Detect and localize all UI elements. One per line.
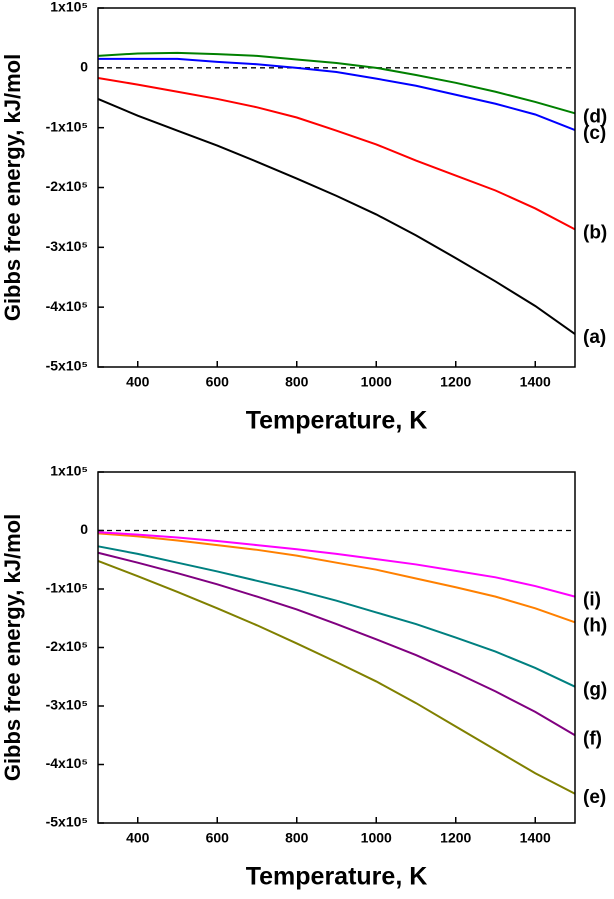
series-line <box>97 51 576 115</box>
x-tick-label: 1200 <box>440 830 471 846</box>
x-tick-label: 1400 <box>520 830 551 846</box>
y-tick-label: -1x10⁵ <box>46 118 88 134</box>
x-tick-label: 600 <box>206 830 230 846</box>
series-line <box>97 559 576 795</box>
series-line <box>97 551 576 737</box>
x-tick-label: 1200 <box>440 374 471 390</box>
y-axis-title: Gibbs free energy, kJ/mol <box>0 54 25 321</box>
y-tick-label: -5x10⁵ <box>46 358 88 374</box>
y-tick-label: 0 <box>80 521 88 537</box>
series-line <box>98 57 576 131</box>
y-tick-label: -4x10⁵ <box>46 755 88 771</box>
plot-frame <box>97 7 576 368</box>
x-tick-label: 400 <box>126 830 150 846</box>
y-tick-label: -3x10⁵ <box>46 238 88 254</box>
series-line <box>97 98 576 335</box>
y-tick-label: -2x10⁵ <box>46 178 88 194</box>
x-tick-label: 600 <box>206 374 230 390</box>
y-tick-label: -1x10⁵ <box>46 580 88 596</box>
y-tick-label: 0 <box>80 59 88 75</box>
x-axis-title: Temperature, K <box>246 407 428 435</box>
series-label: (g) <box>583 680 607 701</box>
series-label: (h) <box>583 615 607 636</box>
series-line <box>97 545 576 688</box>
series-line <box>97 77 576 231</box>
series-label: (i) <box>583 590 601 611</box>
x-tick-label: 1000 <box>361 830 392 846</box>
y-tick-label: -3x10⁵ <box>46 697 88 713</box>
series-label: (a) <box>583 327 606 348</box>
series-line <box>97 532 576 624</box>
series-label: (c) <box>583 123 606 144</box>
x-tick-label: 1000 <box>361 374 392 390</box>
y-tick-label: 1x10⁵ <box>50 463 88 479</box>
series-label: (f) <box>583 728 602 749</box>
x-tick-label: 800 <box>285 374 309 390</box>
x-tick-label: 400 <box>126 374 150 390</box>
y-tick-label: -2x10⁵ <box>46 638 88 654</box>
series-label: (d) <box>583 106 607 127</box>
series-label: (b) <box>583 222 607 243</box>
series-line <box>97 531 576 598</box>
y-tick-label: -4x10⁵ <box>46 298 88 314</box>
x-tick-label: 1400 <box>520 374 551 390</box>
y-tick-label: 1x10⁵ <box>50 0 88 15</box>
series-label: (e) <box>583 787 606 808</box>
x-axis-title: Temperature, K <box>246 863 428 891</box>
plot-frame <box>97 471 576 824</box>
y-tick-label: -5x10⁵ <box>46 814 88 830</box>
x-tick-label: 800 <box>285 830 309 846</box>
y-axis-title: Gibbs free energy, kJ/mol <box>0 514 25 781</box>
